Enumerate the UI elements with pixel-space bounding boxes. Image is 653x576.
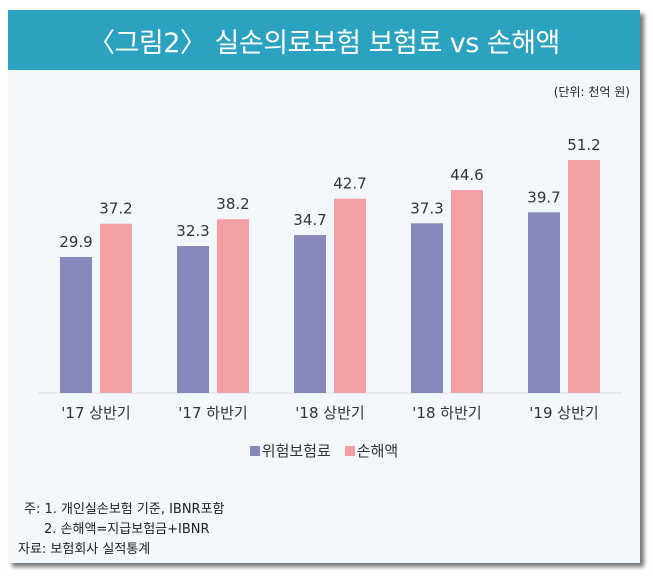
category-label: '19 상반기 [529, 404, 598, 422]
chart-panel: 〈그림2〉 실손의료보험 보험료 vs 손해액 (단위: 천억 원) 29.9 3… [8, 10, 640, 563]
source: 자료: 보험회사 실적통계 [18, 542, 151, 557]
category-label: '17 하반기 [178, 404, 247, 422]
bar-premium [411, 223, 443, 393]
note-2: 2. 손해액=지급보험금+IBNR [44, 522, 210, 537]
bar-loss [217, 219, 249, 393]
category-label: '18 상반기 [295, 404, 364, 422]
bar-loss [334, 198, 366, 393]
category-label: '17 상반기 [61, 404, 130, 422]
footnotes: 주: 1. 개인실손보험 기준, IBNR포함 2. 손해액=지급보험금+IBN… [18, 500, 225, 560]
data-label: 29.9 [59, 233, 92, 251]
note-1: 주: 1. 개인실손보험 기준, IBNR포함 [24, 502, 225, 517]
legend: 위험보험료 손해액 [8, 440, 640, 461]
bar-loss [568, 160, 600, 393]
category-label: '18 하반기 [412, 404, 481, 422]
bar-premium [177, 246, 209, 393]
legend-swatch [249, 446, 260, 456]
data-label: 32.3 [176, 222, 209, 240]
bar-loss [100, 223, 132, 393]
bar-loss [451, 190, 483, 393]
legend-label: 위험보험료 [261, 442, 331, 460]
data-label: 39.7 [527, 188, 560, 206]
data-label: 44.6 [450, 166, 483, 184]
legend-label: 손해액 [356, 442, 399, 460]
legend-item-0: 위험보험료 [249, 440, 331, 461]
chart-title: 〈그림2〉 실손의료보험 보험료 vs 손해액 [8, 10, 640, 70]
data-label: 37.3 [410, 199, 443, 217]
data-label: 51.2 [567, 136, 600, 154]
data-label: 38.2 [216, 195, 249, 213]
data-label: 42.7 [333, 175, 366, 193]
unit-label: (단위: 천억 원) [553, 85, 630, 99]
data-label: 37.2 [99, 200, 132, 218]
bar-premium [60, 256, 92, 393]
bar-chart: 29.9 32.3 34.7 37.3 39.7 37.2 38.2 42.7 44.6 51.2… [38, 136, 622, 422]
legend-item-1: 손해액 [344, 440, 399, 461]
legend-swatch [344, 446, 355, 456]
bar-premium [528, 212, 560, 393]
data-label: 34.7 [293, 211, 326, 229]
bar-premium [294, 235, 326, 393]
